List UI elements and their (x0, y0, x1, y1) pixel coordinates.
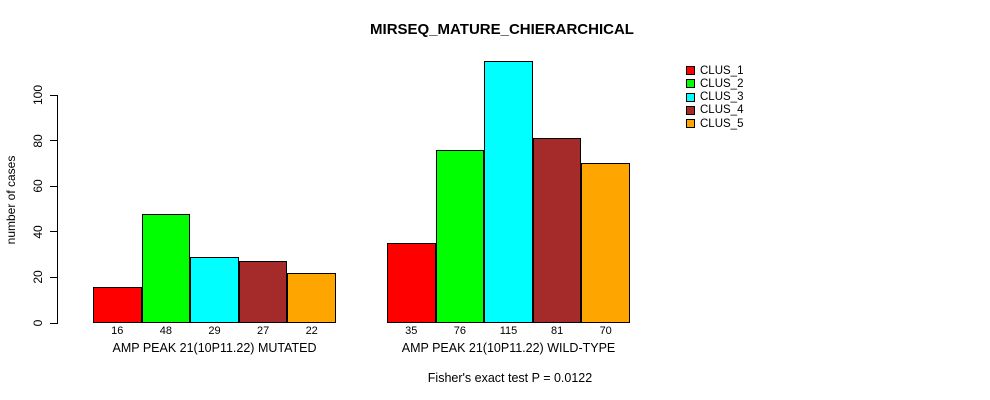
y-tick-mark (50, 276, 57, 278)
bar-value-label: 48 (159, 324, 173, 337)
bar-clus_1-wild-type (387, 243, 436, 323)
legend-swatch-clus_4 (685, 105, 695, 115)
bar-value-label: 22 (305, 324, 318, 337)
chart-title: MIRSEQ_MATURE_CHIERARCHICAL (370, 21, 634, 38)
y-tick-label: 80 (31, 133, 45, 148)
bar-value-label: 76 (453, 324, 467, 337)
y-tick-label: 0 (31, 319, 45, 327)
y-axis-line (57, 95, 58, 324)
legend-swatch-clus_5 (685, 119, 695, 128)
y-tick-label: 20 (31, 270, 45, 285)
bar-clus_5-wild-type (581, 163, 630, 323)
legend-swatch-clus_1 (685, 66, 695, 75)
legend-label-clus_4: CLUS_4 (700, 104, 744, 117)
y-tick-mark (50, 94, 57, 96)
bar-value-label: 35 (405, 324, 418, 337)
bar-clus_3-wild-type (484, 60, 533, 323)
y-tick-label: 40 (31, 225, 45, 239)
fisher-test-annotation: Fisher's exact test P = 0.0122 (427, 371, 593, 385)
legend-label-clus_5: CLUS_5 (700, 117, 744, 130)
bar-clus_4-wild-type (532, 138, 582, 323)
bar-value-label: 81 (550, 324, 564, 337)
y-tick-mark (50, 231, 57, 233)
bar-value-label: 16 (111, 324, 124, 337)
category-label: AMP PEAK 21(10P11.22) WILD-TYPE (401, 341, 616, 355)
bar-clus_4-mutated (238, 261, 288, 323)
y-axis-label: number of cases (4, 155, 18, 245)
y-tick-mark (50, 322, 57, 324)
bar-clus_3-mutated (190, 256, 239, 323)
bar-value-label: 29 (208, 324, 221, 337)
y-tick-label: 100 (31, 84, 45, 106)
category-label: AMP PEAK 21(10P11.22) MUTATED (112, 341, 317, 355)
legend-label-clus_3: CLUS_3 (700, 91, 744, 103)
bar-value-label: 27 (256, 324, 270, 337)
bar-clus_5-mutated (287, 272, 336, 323)
y-tick-mark (50, 140, 57, 142)
bar-value-label: 70 (599, 324, 612, 337)
bar-clus_2-mutated (141, 213, 191, 323)
legend-label-clus_2: CLUS_2 (700, 77, 744, 90)
legend-swatch-clus_2 (685, 79, 695, 89)
bar-clus_2-wild-type (435, 149, 485, 323)
legend-label-clus_1: CLUS_1 (700, 64, 744, 77)
bar-value-label: 115 (499, 324, 518, 337)
y-tick-label: 60 (31, 179, 45, 193)
legend-swatch-clus_3 (685, 92, 695, 102)
y-tick-mark (50, 185, 57, 187)
bar-clus_1-mutated (93, 286, 142, 323)
